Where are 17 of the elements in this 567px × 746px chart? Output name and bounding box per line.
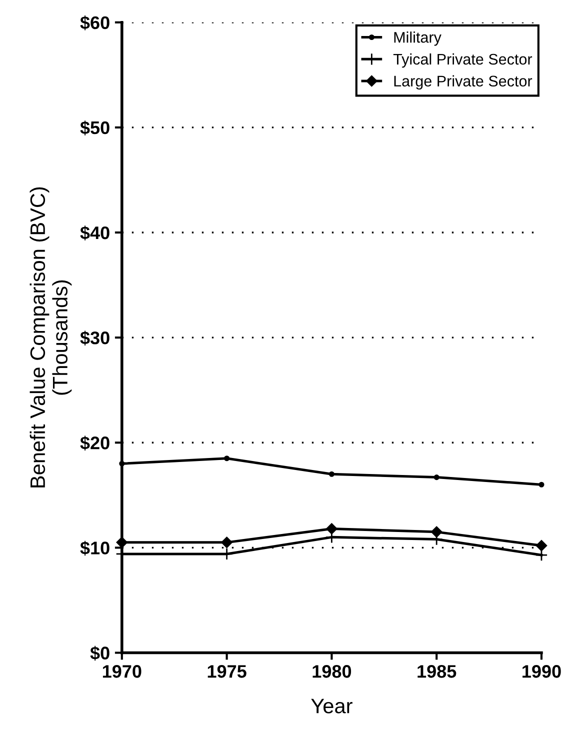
y-tick-label: $20 <box>80 436 110 451</box>
legend-label: Large Private Sector <box>394 75 532 90</box>
y-tick-label: $60 <box>80 16 110 30</box>
x-tick-label: 1975 <box>208 665 246 678</box>
y-axis-title: Benefit Value Comparison (BVC) (Thousands) <box>30 187 72 488</box>
x-tick-label: 1985 <box>418 665 456 678</box>
y-tick-label: $0 <box>90 646 110 661</box>
x-tick-label: 1980 <box>312 665 352 678</box>
y-tick-label: $10 <box>80 540 110 556</box>
y-tick-label: $30 <box>80 330 110 346</box>
x-tick-label: 1970 <box>102 665 142 678</box>
y-tick-label: $50 <box>80 120 110 136</box>
x-axis-title: Year <box>311 698 352 714</box>
legend-label: Tyical Private Sector <box>393 53 532 68</box>
x-tick-label: 1990 <box>522 665 561 678</box>
y-tick-label: $40 <box>80 226 110 240</box>
legend-label: Military <box>394 32 442 46</box>
